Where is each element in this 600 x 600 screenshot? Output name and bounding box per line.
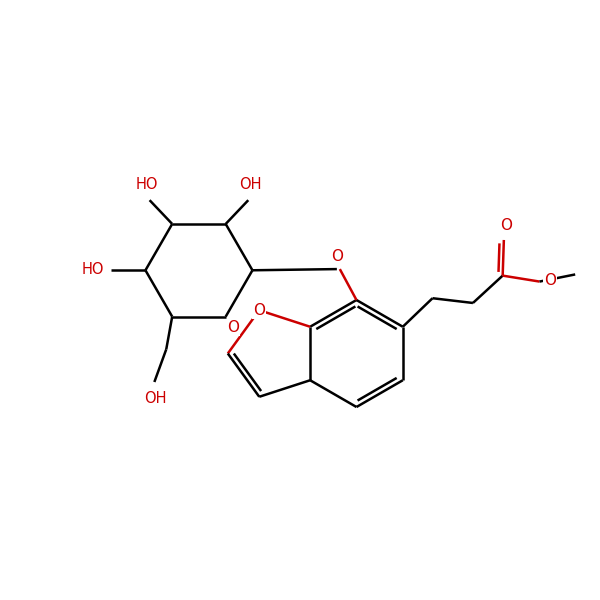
Text: OH: OH [239, 177, 262, 192]
Text: O: O [544, 273, 556, 288]
Text: O: O [227, 320, 239, 335]
Text: O: O [500, 218, 512, 233]
Text: OH: OH [144, 391, 167, 406]
Text: HO: HO [136, 177, 158, 192]
Text: O: O [253, 303, 265, 318]
Text: HO: HO [82, 262, 104, 277]
Text: O: O [331, 248, 343, 263]
